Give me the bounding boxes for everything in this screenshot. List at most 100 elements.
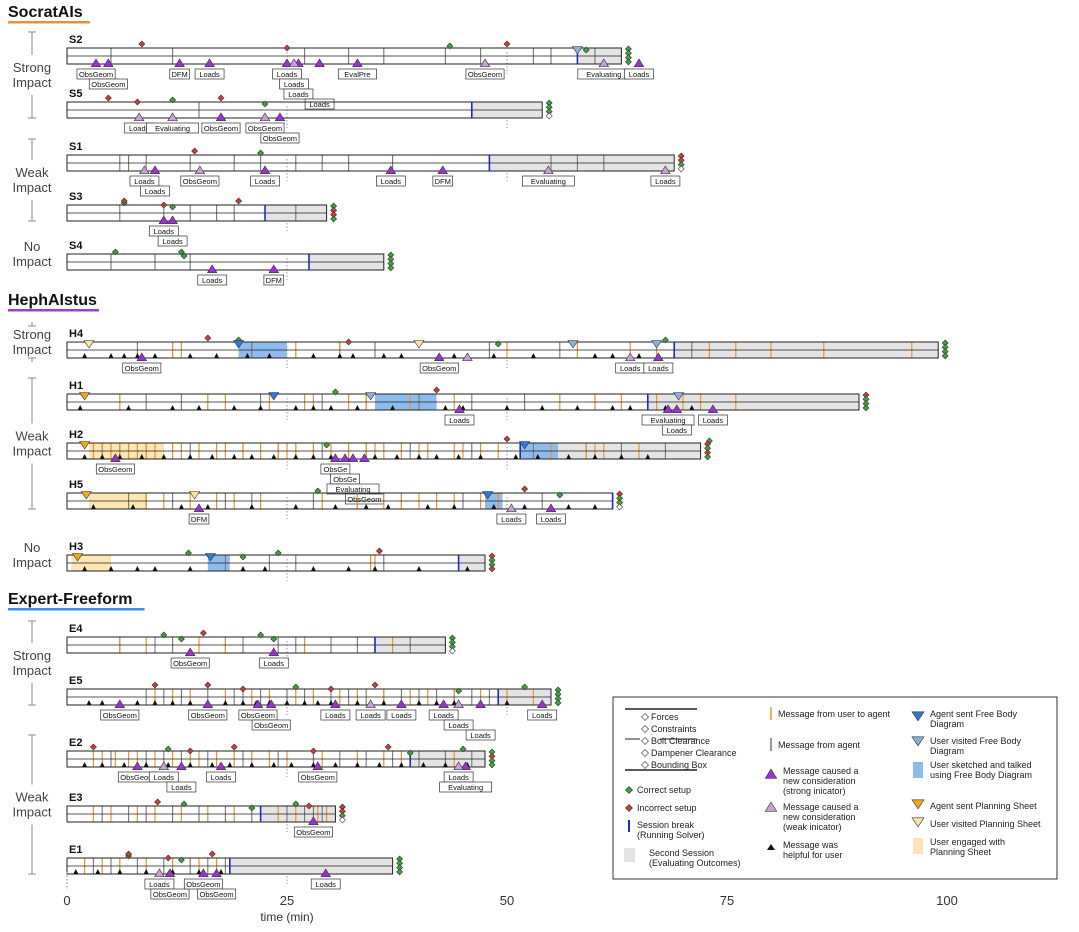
legend-second bbox=[624, 848, 635, 862]
helpful-marker bbox=[99, 762, 105, 767]
helpful-marker bbox=[350, 353, 356, 358]
consideration-label-box bbox=[169, 68, 190, 80]
consideration-label: Loads bbox=[145, 187, 166, 196]
labels-layer: SocratAIsStrongImpactWeakImpactNoImpactH… bbox=[8, 4, 145, 875]
consideration-label: Evaluating bbox=[651, 416, 686, 425]
helpful-marker bbox=[244, 353, 250, 358]
impact-label: Strong bbox=[13, 327, 51, 342]
row-id: H3 bbox=[69, 541, 83, 553]
consideration-label: Loads bbox=[470, 731, 491, 740]
consideration-label-box bbox=[100, 709, 140, 721]
consideration-label: Loads bbox=[264, 659, 285, 668]
legend-user-fbd-label: User visited Free Body bbox=[930, 736, 1022, 746]
consideration-label: Loads bbox=[129, 124, 150, 133]
helpful-marker bbox=[328, 454, 334, 459]
consideration-label: Loads bbox=[211, 773, 232, 782]
consideration-label-box bbox=[180, 175, 220, 187]
consideration-label: ObsGeom bbox=[248, 124, 282, 133]
weak-consideration bbox=[660, 165, 671, 175]
consideration-label: ObsGeom bbox=[200, 890, 234, 899]
strong-consideration bbox=[158, 215, 170, 225]
agent-ps-marker bbox=[79, 392, 91, 401]
consideration-label: Loads bbox=[381, 177, 402, 186]
legend-agent-ps bbox=[911, 799, 925, 810]
correct-setup bbox=[270, 635, 278, 643]
incorrect-setup bbox=[204, 334, 212, 342]
weak-consideration bbox=[598, 58, 610, 68]
helpful-marker bbox=[513, 454, 519, 459]
consideration-label: Loads bbox=[134, 177, 155, 186]
row-id: E5 bbox=[69, 675, 82, 687]
consideration-label-box bbox=[536, 513, 566, 525]
consideration-label-box bbox=[150, 888, 190, 900]
agent-fbd-marker bbox=[233, 340, 245, 349]
consideration-label: Loads bbox=[448, 721, 469, 730]
helpful-marker bbox=[240, 700, 246, 705]
strong-consideration bbox=[352, 58, 363, 68]
consideration-label-box bbox=[298, 771, 338, 783]
consideration-label-box bbox=[201, 122, 241, 134]
helpful-marker bbox=[416, 454, 422, 459]
helpful-marker bbox=[627, 405, 633, 410]
legend-fbd-talk-label: User sketched and talked bbox=[930, 760, 1032, 770]
consideration-label-box bbox=[170, 657, 210, 669]
helpful-marker bbox=[618, 454, 624, 459]
incorrect-setup bbox=[327, 685, 335, 693]
helpful-marker bbox=[434, 454, 440, 459]
strong-consideration bbox=[671, 404, 683, 414]
final-setup-marker bbox=[616, 503, 624, 511]
correct-setup bbox=[169, 203, 177, 211]
impact-label: Impact bbox=[12, 254, 51, 269]
legend-user-fbd-label: Diagram bbox=[930, 746, 964, 756]
final-setup-marker bbox=[545, 112, 553, 120]
consideration-label: Loads bbox=[620, 364, 641, 373]
consideration-label-box bbox=[375, 175, 406, 187]
legend-ps-engaged bbox=[913, 838, 923, 854]
consideration-label: ObsGeom bbox=[347, 495, 381, 504]
strong-consideration bbox=[475, 699, 486, 709]
impact-label: Weak bbox=[16, 790, 49, 805]
incorrect-setup bbox=[503, 40, 511, 48]
strong-consideration bbox=[132, 761, 143, 771]
consideration-label: ObsGeom bbox=[296, 828, 330, 837]
consideration-label-box bbox=[698, 414, 728, 426]
incorrect-setup bbox=[138, 40, 146, 48]
consideration-label-box bbox=[206, 771, 236, 783]
helpful-marker bbox=[293, 454, 299, 459]
consideration-label: Loads bbox=[448, 773, 469, 782]
row-id: S3 bbox=[69, 191, 82, 203]
legend-diamond bbox=[641, 725, 649, 733]
helpful-marker bbox=[187, 566, 193, 571]
consideration-label: Loads bbox=[255, 177, 276, 186]
helpful-marker bbox=[205, 504, 211, 509]
helpful-marker bbox=[249, 454, 255, 459]
incorrect-setup bbox=[371, 681, 379, 689]
user-fbd-marker bbox=[673, 392, 685, 401]
helpful-marker bbox=[293, 405, 299, 410]
correct-setup bbox=[180, 800, 188, 808]
consideration-label: Evaluating bbox=[531, 177, 566, 186]
helpful-marker bbox=[398, 762, 404, 767]
helpful-marker bbox=[610, 353, 616, 358]
legend-break-label: (Running Solver) bbox=[637, 830, 705, 840]
group-underline bbox=[8, 309, 99, 312]
correct-setup bbox=[261, 100, 269, 108]
helpful-marker bbox=[143, 869, 149, 874]
helpful-marker bbox=[376, 762, 382, 767]
row-id: E3 bbox=[69, 792, 82, 804]
incorrect-setup bbox=[151, 681, 159, 689]
strong-consideration bbox=[164, 868, 176, 878]
helpful-marker bbox=[90, 504, 96, 509]
helpful-marker bbox=[504, 700, 510, 705]
legend-fbd-talk bbox=[913, 762, 923, 778]
legend-second-label: (Evaluating Outcomes) bbox=[649, 858, 741, 868]
weak-consideration bbox=[462, 352, 473, 362]
consideration-label: ObsGe bbox=[333, 475, 357, 484]
final-setup-marker bbox=[862, 404, 870, 412]
helpful-marker bbox=[82, 566, 88, 571]
helpful-marker bbox=[187, 762, 193, 767]
strong-consideration bbox=[114, 699, 126, 709]
legend-diamond-label: Dampener Clearance bbox=[651, 748, 737, 758]
